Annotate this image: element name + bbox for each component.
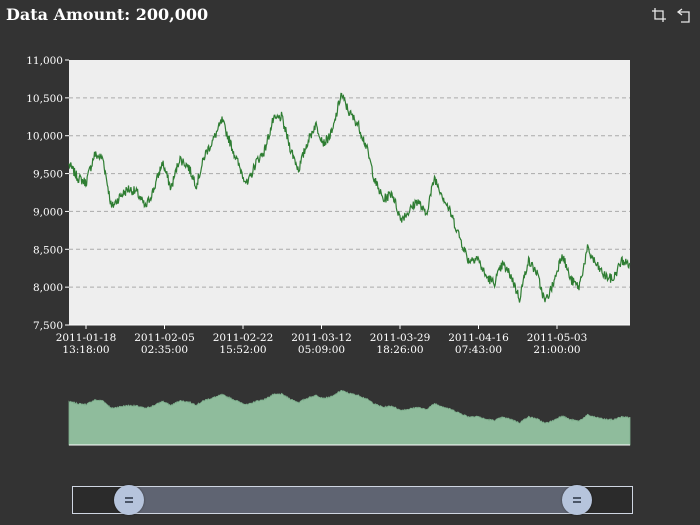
x-tick-label: 2011-05-03 21:00:00 — [527, 332, 588, 356]
x-tick-label: 2011-03-29 18:26:00 — [370, 332, 431, 356]
zoom-icon[interactable] — [651, 7, 667, 23]
y-tick-label: 9,000 — [33, 206, 63, 218]
chart-title: Data Amount: 200,000 — [6, 5, 209, 24]
datazoom-slider[interactable] — [72, 485, 633, 515]
x-tick-label: 2011-03-12 05:09:00 — [291, 332, 352, 356]
zoom-reset-icon[interactable] — [676, 7, 692, 23]
datazoom-selected-range[interactable] — [129, 487, 577, 513]
y-tick-label: 8,000 — [33, 282, 63, 294]
y-tick-label: 11,000 — [26, 55, 63, 67]
x-tick-label: 2011-02-05 02:35:00 — [134, 332, 195, 356]
x-tick-label: 2011-02-22 15:52:00 — [213, 332, 274, 356]
y-tick-label: 8,500 — [33, 244, 63, 256]
series-line-0 — [68, 92, 631, 303]
x-tick-label: 2011-01-18 13:18:00 — [56, 332, 117, 356]
y-tick-label: 7,500 — [33, 320, 63, 332]
y-tick-label: 9,500 — [33, 169, 63, 181]
y-tick-label: 10,500 — [26, 93, 63, 105]
y-axis: 7,500 8,000 8,500 9,000 9,500 10,000 10,500 11,… — [26, 55, 69, 332]
y-tick-label: 10,000 — [26, 131, 63, 143]
overview-area — [68, 390, 631, 446]
plot-area — [69, 60, 630, 325]
x-tick-label: 2011-04-16 07:43:00 — [448, 332, 509, 356]
datazoom-handle-right[interactable] — [562, 485, 592, 515]
x-axis: 2011-01-18 13:18:00 2011-02-05 02:35:00 2011… — [56, 325, 588, 356]
grid-lines — [69, 97, 630, 288]
datazoom-handle-left[interactable] — [114, 485, 144, 515]
toolbox — [651, 7, 692, 23]
